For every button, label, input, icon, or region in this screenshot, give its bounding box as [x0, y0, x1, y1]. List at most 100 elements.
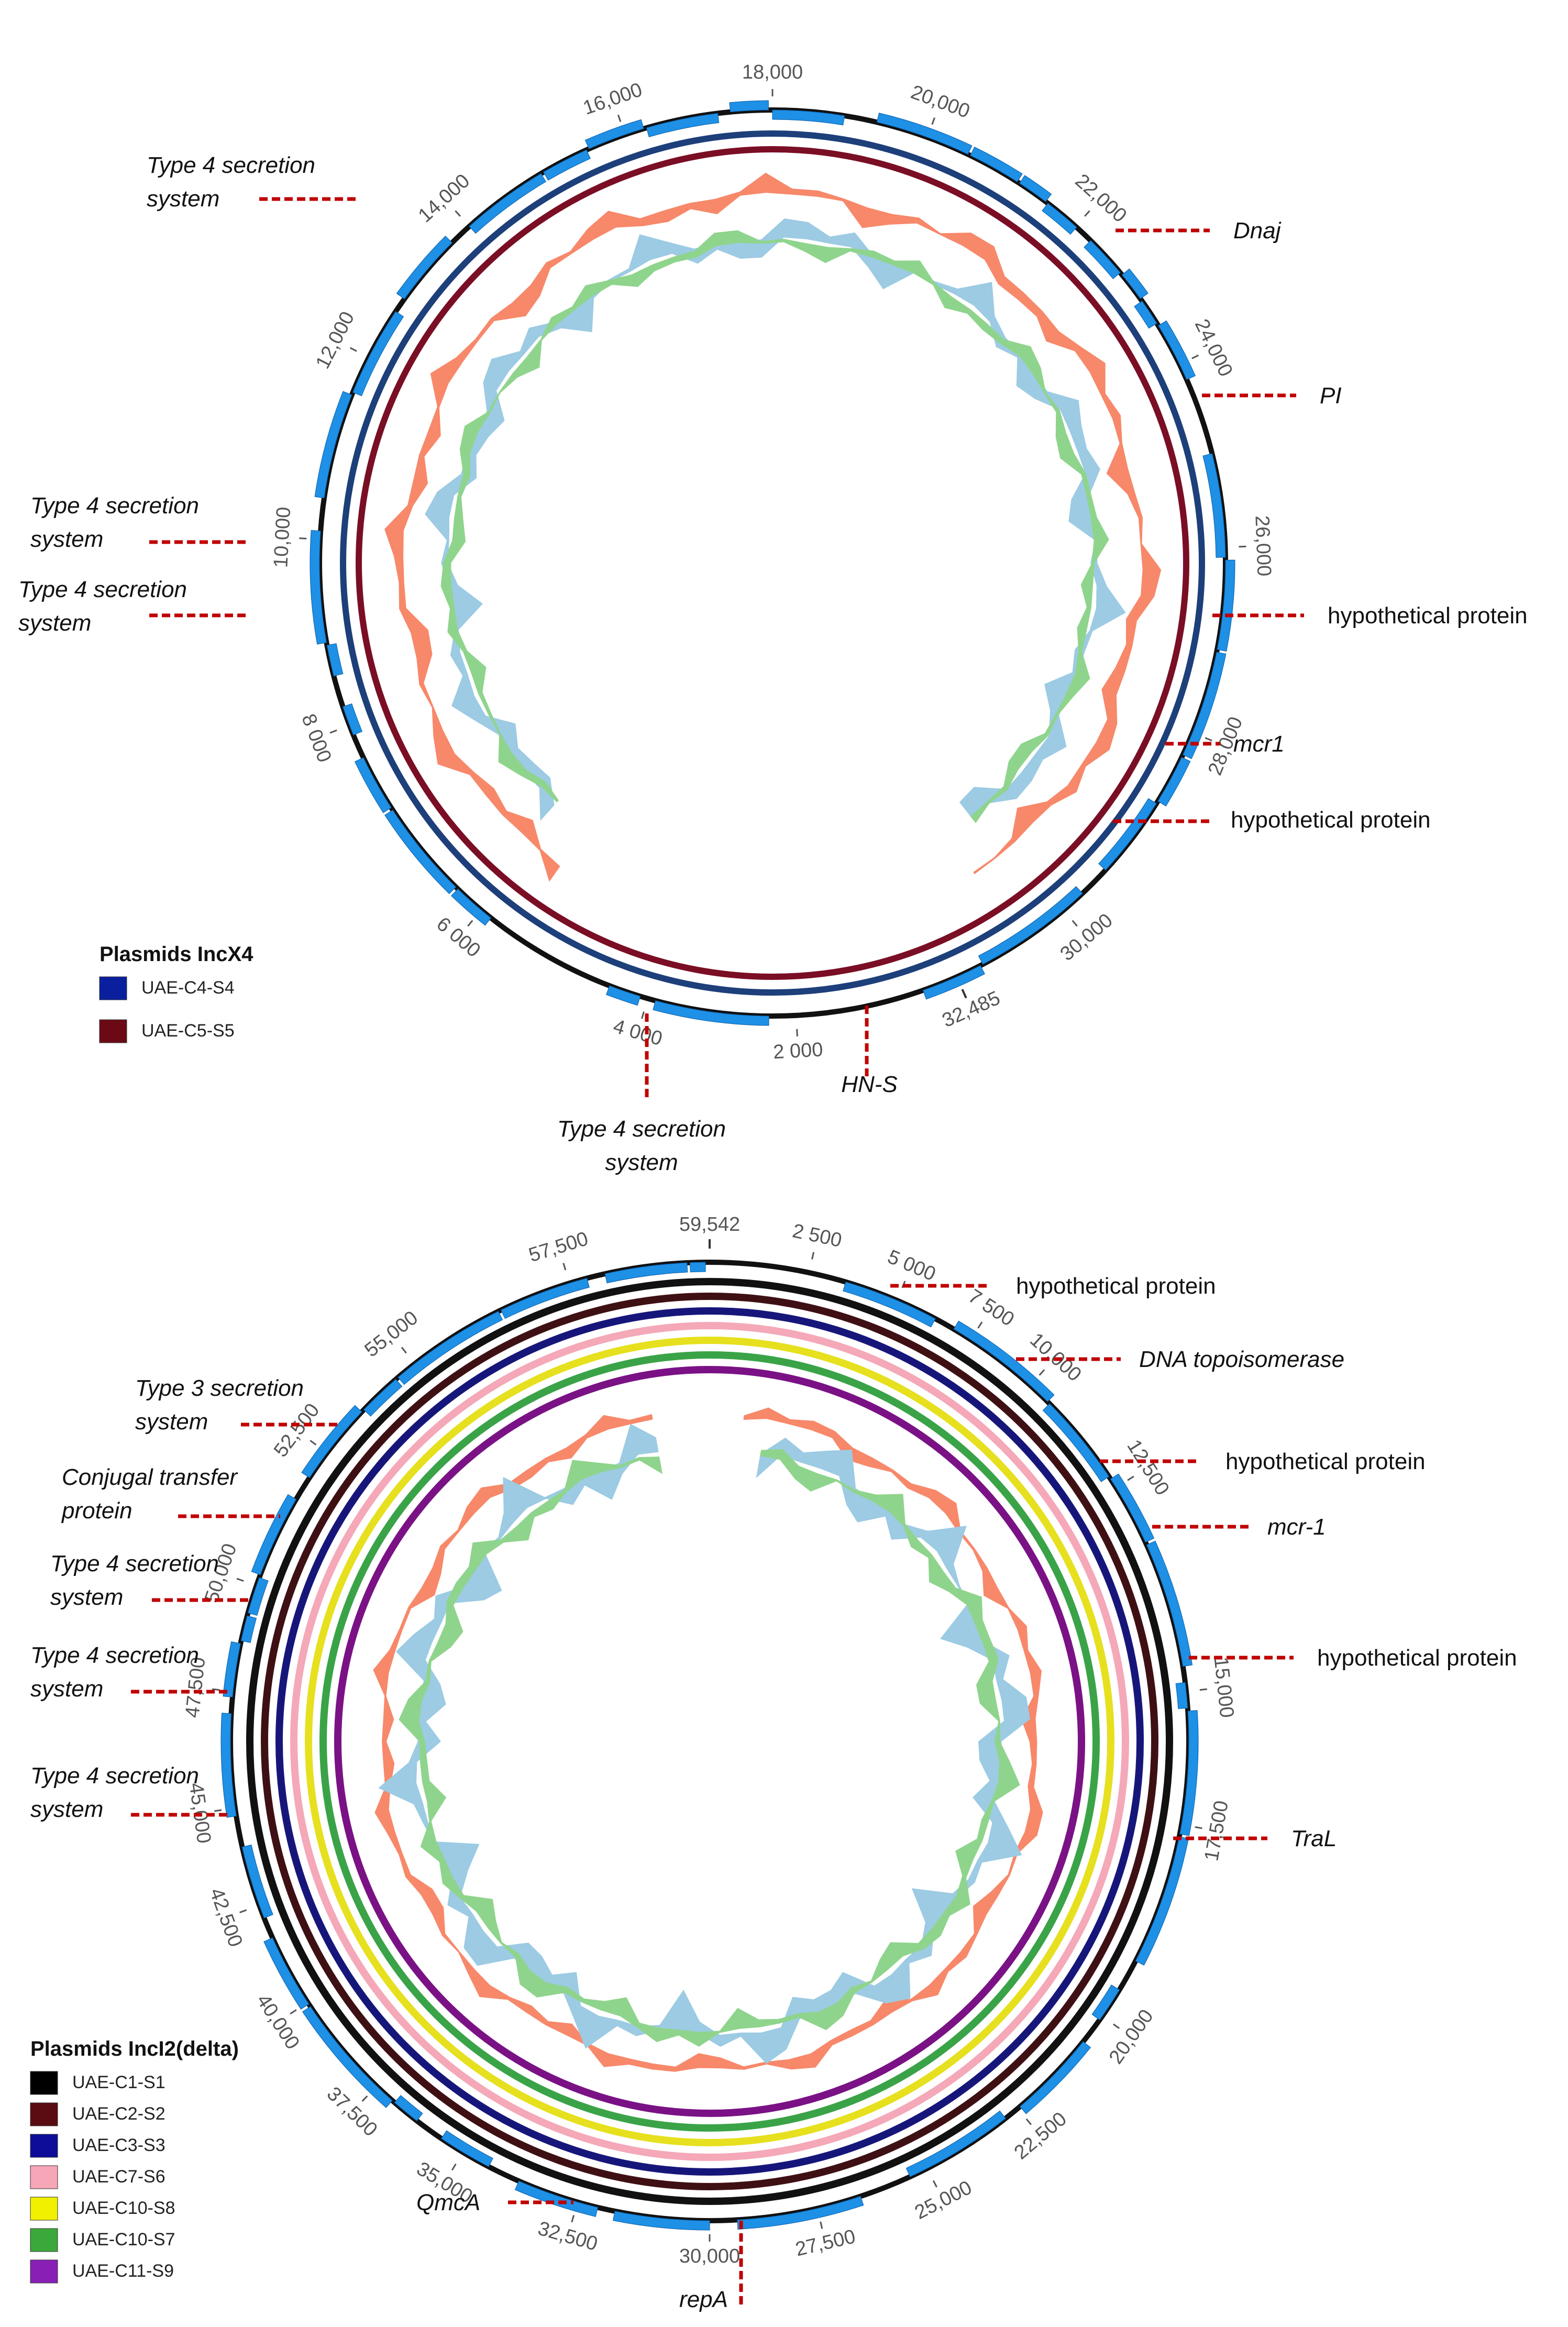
gene-arrow — [1179, 1710, 1199, 1836]
gene-arrow — [440, 2130, 493, 2167]
tick-mark — [290, 2009, 297, 2015]
tick-mark — [931, 117, 935, 125]
gene-annotation-label: mcr-1 — [1267, 1514, 1326, 1540]
legend-swatch — [30, 2259, 58, 2284]
gene-arrow — [240, 1615, 257, 1644]
gene-arrow — [500, 1277, 590, 1319]
tick-label: 14,000 — [414, 170, 474, 227]
tick-mark — [617, 114, 622, 123]
sample-ring — [334, 1366, 1085, 2117]
gene-arrow — [1175, 1682, 1188, 1710]
legend-swatch — [30, 2134, 58, 2158]
gene-arrow — [605, 985, 641, 1006]
gene-arrow — [314, 391, 352, 499]
tick-mark — [977, 1321, 983, 1329]
gene-arrow — [247, 1577, 269, 1616]
tick-label: 42,500 — [205, 1885, 247, 1950]
gc-content-track — [384, 172, 1162, 882]
gene-arrow — [1098, 798, 1157, 870]
total-length-label: 32,485 — [939, 987, 1003, 1032]
tick-label: 26,000 — [1251, 515, 1275, 577]
gene-arrow — [310, 530, 327, 645]
legend-swatch — [99, 976, 127, 1000]
gene-arrow — [729, 100, 769, 113]
tick-label: 17,500 — [1200, 1799, 1233, 1863]
gene-annotation-label: HN-S — [841, 1072, 898, 1097]
end-tick-mark — [961, 989, 967, 999]
gene-arrow — [354, 757, 392, 813]
gene-arrow — [772, 109, 845, 126]
gene-arrow — [970, 147, 1023, 182]
legend-item-label: UAE-C1-S1 — [72, 2072, 165, 2092]
tick-label: 10,000 — [270, 506, 295, 568]
incx4-plasmid-map: 2 000 4 000 6 000 8 000 10,000 12,000 14,000 16… — [18, 61, 1528, 1175]
gene-annotation-label: system — [30, 1676, 103, 1702]
tick-mark — [932, 2180, 937, 2188]
gene-arrow — [363, 1378, 403, 1417]
tick-label: 4 000 — [611, 1016, 665, 1051]
gene-arrow — [1042, 1403, 1110, 1482]
legend-swatch — [99, 1019, 127, 1043]
gene-annotation-label: system — [135, 1409, 208, 1435]
tick-label: 5 000 — [885, 1246, 939, 1286]
gene-annotation-label: system — [147, 186, 219, 212]
tick-label: 2 500 — [790, 1220, 844, 1252]
tick-label: 15,000 — [1210, 1656, 1238, 1719]
gene-arrow — [906, 2110, 1006, 2177]
tick-mark — [1025, 2118, 1032, 2125]
tick-label: 7 500 — [964, 1285, 1018, 1331]
gene-arrow — [843, 1282, 936, 1328]
gene-arrow — [469, 173, 546, 234]
gene-annotation-label: Type 4 secretion — [30, 493, 199, 519]
total-length-label: 59,542 — [679, 1214, 740, 1236]
gene-arrow — [397, 1311, 503, 1385]
gene-arrow — [301, 1405, 362, 1479]
tick-label: 20,000 — [1105, 2005, 1158, 2068]
gene-arrow — [604, 1262, 688, 1284]
gene-arrow — [396, 236, 452, 300]
tick-mark — [236, 1578, 244, 1582]
tick-mark — [641, 1011, 645, 1019]
tick-mark — [1191, 354, 1199, 359]
tick-mark — [349, 347, 357, 352]
gc-skew-negative-track — [378, 1424, 1031, 2064]
tick-mark — [820, 2221, 823, 2229]
gene-arrow — [653, 1000, 769, 1026]
gene-arrow — [1121, 268, 1149, 300]
tick-mark — [1039, 1369, 1045, 1376]
gene-arrow — [514, 2180, 599, 2217]
gene-annotation-label: PI — [1320, 383, 1342, 409]
gene-arrow — [922, 965, 985, 1000]
gene-arrow — [384, 809, 457, 895]
gene-arrow — [1084, 240, 1121, 279]
gc-content-track — [373, 1407, 1043, 2072]
gene-annotation-label: Dnaj — [1233, 218, 1282, 244]
gene-arrow — [1042, 203, 1077, 235]
legend-item-label: UAE-C10-S8 — [72, 2198, 175, 2218]
tick-mark — [212, 1688, 220, 1691]
legend-item-label: UAE-C10-S7 — [72, 2230, 175, 2249]
gene-arrow — [1135, 1836, 1189, 1966]
gene-annotation-label: system — [50, 1584, 123, 1610]
tick-mark — [1205, 737, 1212, 742]
legend-item-label: UAE-C2-S2 — [72, 2104, 165, 2124]
tick-label: 2 000 — [772, 1039, 823, 1063]
gene-arrow — [302, 2006, 393, 2108]
tick-label: 32,500 — [535, 2218, 600, 2255]
gene-arrow — [1019, 2041, 1091, 2114]
tick-label: 18,000 — [742, 61, 803, 83]
sample-ring — [340, 130, 1205, 996]
gene-annotation-label: protein — [61, 1498, 132, 1524]
sample-ring — [356, 146, 1189, 980]
tick-label: 55,000 — [361, 1307, 422, 1362]
tick-label: 24,000 — [1190, 316, 1237, 380]
tick-label: 8 000 — [297, 711, 335, 765]
legend-item-label: UAE-C4-S4 — [141, 978, 235, 998]
tick-mark — [214, 1809, 222, 1812]
tick-label: 22,000 — [1071, 170, 1131, 227]
gene-annotation-label: Type 3 secretion — [135, 1375, 304, 1401]
sample-ring — [275, 1307, 1144, 2176]
gene-annotation-label: hypothetical protein — [1317, 1645, 1517, 1671]
